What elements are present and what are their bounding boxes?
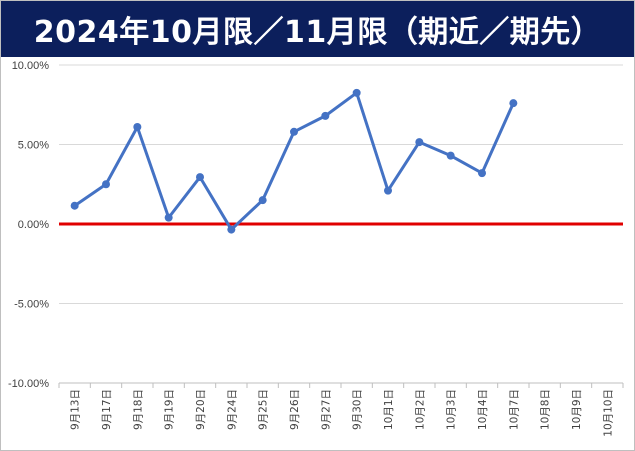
data-point xyxy=(509,99,518,108)
x-tick-label: 9月17日 xyxy=(101,389,113,430)
x-tick-label: 9月27日 xyxy=(320,389,332,430)
y-tick-label: -5.00% xyxy=(14,299,49,311)
x-tick-label: 9月30日 xyxy=(352,389,364,430)
y-tick-label: 0.00% xyxy=(18,219,49,231)
x-tick-label: 9月19日 xyxy=(164,389,176,430)
x-tick-label: 10月8日 xyxy=(540,389,552,430)
data-point xyxy=(164,213,173,222)
line-chart: -10.00% -5.00% 0.00% 5.00% 10.00% 9月13日 9月17日 9… xyxy=(8,60,624,437)
data-point xyxy=(384,186,392,195)
x-tick-label: 9月13日 xyxy=(70,389,82,430)
data-point xyxy=(196,173,204,182)
data-point xyxy=(446,151,455,160)
chart-title: 2024年10月限／11月限（期近／期先） xyxy=(1,1,634,57)
data-point xyxy=(290,127,298,136)
y-tick-label: -10.00% xyxy=(8,378,49,390)
x-tick-label: 10月7日 xyxy=(508,389,520,430)
data-point xyxy=(321,111,330,120)
data-point xyxy=(102,180,110,189)
data-point xyxy=(258,196,267,205)
series-line xyxy=(73,91,515,232)
data-point xyxy=(415,138,424,147)
x-tick-label: 10月3日 xyxy=(446,389,458,430)
x-tick-label: 9月25日 xyxy=(258,389,270,430)
x-tick-label: 10月10日 xyxy=(602,389,614,437)
data-point xyxy=(70,201,79,210)
x-tick-label: 10月1日 xyxy=(383,389,395,430)
x-tick-label: 10月9日 xyxy=(571,389,583,430)
x-tick-label: 9月18日 xyxy=(132,389,144,430)
x-tick-label: 10月2日 xyxy=(414,389,426,430)
x-tick-label: 9月24日 xyxy=(226,389,238,430)
data-point xyxy=(478,169,486,178)
x-tick-label: 9月20日 xyxy=(195,389,207,430)
x-tick-label: 9月26日 xyxy=(289,389,301,430)
data-point xyxy=(133,123,142,132)
data-point xyxy=(227,225,236,234)
y-tick-label: 5.00% xyxy=(18,140,49,152)
data-point xyxy=(352,88,361,97)
x-tick-label: 10月4日 xyxy=(477,389,489,430)
y-tick-label: 10.00% xyxy=(12,60,50,72)
